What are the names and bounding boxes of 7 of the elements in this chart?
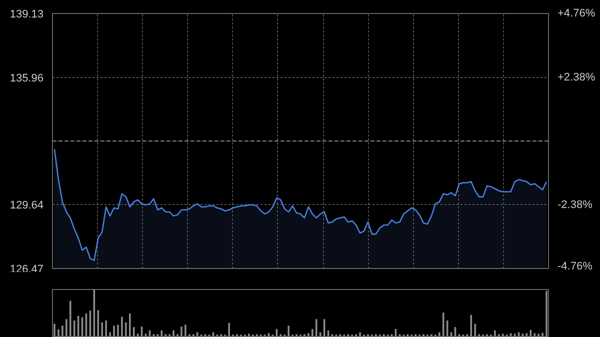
y-tick-label: 129.64	[10, 200, 44, 212]
y-tick-label: 135.96	[10, 72, 44, 84]
y2-tick-label: +2.38%	[558, 71, 596, 84]
y2-tick-label: -4.76%	[558, 260, 593, 272]
y2-tick-label: -2.38%	[558, 198, 593, 211]
y2-tick-label: +4.76%	[558, 8, 596, 20]
y-tick-label: 139.13	[10, 8, 44, 20]
